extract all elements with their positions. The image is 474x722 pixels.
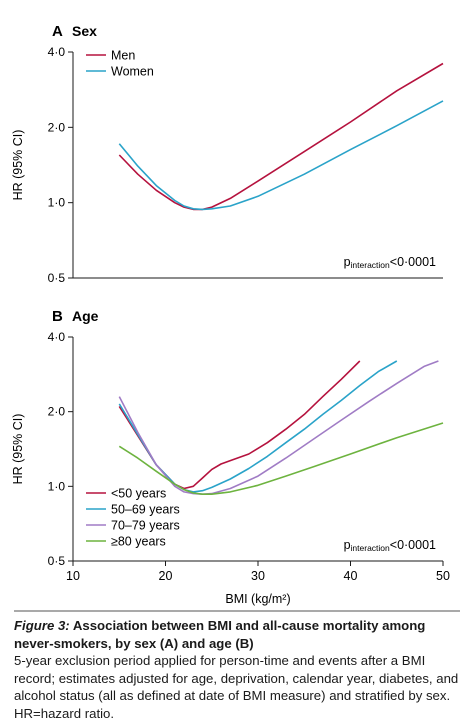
x-tick-label: 50 <box>436 569 450 583</box>
series-line-men <box>118 62 444 211</box>
legend-label: ≥80 years <box>111 535 166 549</box>
p-interaction-annotation: pinteraction<0·0001 <box>344 538 436 553</box>
caption-body: 5-year exclusion period applied for pers… <box>14 653 459 721</box>
legend-label: 50–69 years <box>111 503 180 517</box>
y-axis-label-a: HR (95% CI) <box>11 130 25 201</box>
x-tick-label: 20 <box>159 569 173 583</box>
caption-title: Association between BMI and all-cause mo… <box>14 618 426 651</box>
y-axis-label-b: HR (95% CI) <box>11 414 25 485</box>
series-line-70-79-years <box>118 360 439 495</box>
legend-label: <50 years <box>111 487 166 501</box>
panel-title-a: Sex <box>72 23 97 39</box>
y-tick-label: 2·0 <box>48 120 66 134</box>
y-tick-label: 2·0 <box>48 405 66 419</box>
legend-label: Women <box>111 65 154 79</box>
series-line--80-years <box>118 422 444 495</box>
legend-label: 70–79 years <box>111 519 180 533</box>
p-interaction-annotation: pinteraction<0·0001 <box>344 255 436 270</box>
panel-letter-b: B <box>52 308 63 325</box>
x-tick-label: 30 <box>251 569 265 583</box>
y-tick-label: 1·0 <box>48 479 66 493</box>
figure-caption: Figure 3: Association between BMI and al… <box>14 617 466 722</box>
y-tick-label: 4·0 <box>48 330 66 344</box>
panel-letter-a: A <box>52 23 63 40</box>
x-axis-label: BMI (kg/m²) <box>225 592 290 606</box>
series-line-50-69-years <box>118 360 398 493</box>
x-tick-label: 40 <box>344 569 358 583</box>
y-tick-label: 1·0 <box>48 196 66 210</box>
caption-figure-label: Figure 3: <box>14 618 70 633</box>
legend-label: Men <box>111 49 135 63</box>
y-tick-label: 0·5 <box>48 271 66 285</box>
figure-3-chart: A Sex 0·5 1·0 2·0 4·0 HR (95% CI) Men Women pinte… <box>11 23 460 612</box>
y-tick-label: 0·5 <box>48 554 66 568</box>
x-tick-label: 10 <box>66 569 80 583</box>
series-line-women <box>118 100 444 211</box>
panel-title-b: Age <box>72 308 99 324</box>
series-line--50-years <box>118 360 361 490</box>
y-tick-label: 4·0 <box>48 45 66 59</box>
